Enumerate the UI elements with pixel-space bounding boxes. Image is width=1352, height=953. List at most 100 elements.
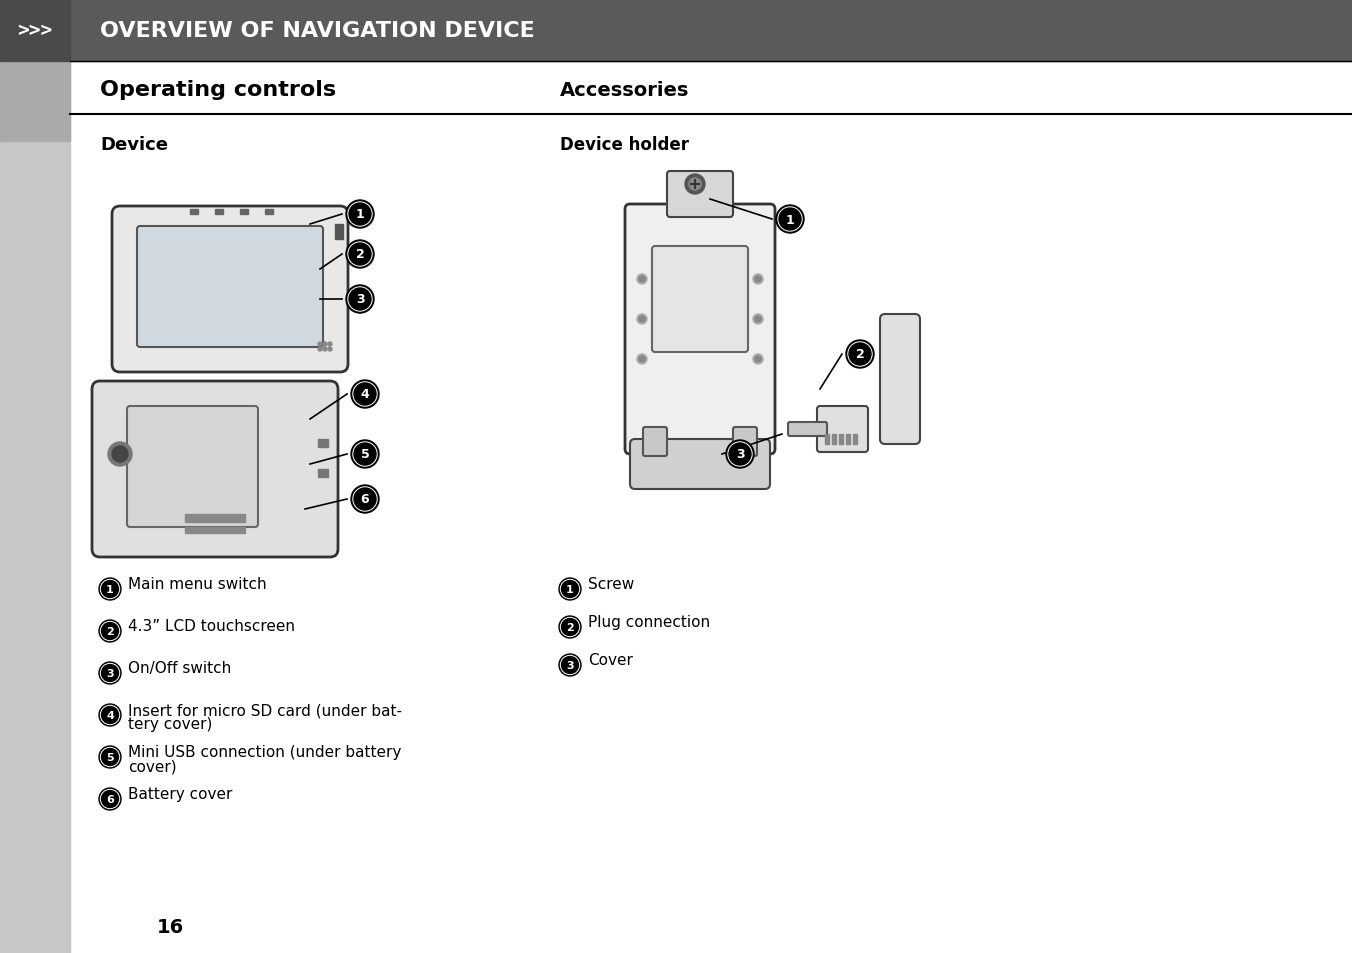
Bar <box>241 210 247 214</box>
Circle shape <box>101 707 119 723</box>
Circle shape <box>354 489 376 511</box>
FancyBboxPatch shape <box>817 407 868 453</box>
Text: 6: 6 <box>105 794 114 804</box>
Circle shape <box>639 316 645 323</box>
Text: cover): cover) <box>128 759 177 774</box>
Circle shape <box>108 442 132 467</box>
Bar <box>853 435 857 444</box>
Circle shape <box>753 355 763 365</box>
Bar <box>0 62 70 953</box>
Text: 3: 3 <box>566 660 573 670</box>
Text: 3: 3 <box>356 294 364 306</box>
Text: 1: 1 <box>566 584 573 595</box>
Circle shape <box>779 209 800 231</box>
Circle shape <box>637 274 648 285</box>
Bar <box>840 435 844 444</box>
FancyBboxPatch shape <box>127 407 258 527</box>
Circle shape <box>323 343 327 347</box>
Circle shape <box>329 343 333 347</box>
Circle shape <box>754 276 761 283</box>
FancyBboxPatch shape <box>652 247 748 353</box>
FancyBboxPatch shape <box>625 205 775 455</box>
Bar <box>191 210 197 214</box>
Circle shape <box>346 241 375 269</box>
FancyBboxPatch shape <box>92 381 338 558</box>
Circle shape <box>349 289 370 311</box>
Text: Accessories: Accessories <box>560 80 690 99</box>
Circle shape <box>349 204 370 226</box>
Text: 1: 1 <box>786 213 795 226</box>
Circle shape <box>349 244 370 266</box>
Circle shape <box>99 704 120 726</box>
Bar <box>265 210 273 214</box>
Text: Screw: Screw <box>588 577 634 592</box>
Circle shape <box>99 662 120 684</box>
Bar <box>335 225 343 240</box>
Circle shape <box>100 579 119 598</box>
Circle shape <box>101 623 119 639</box>
Text: tery cover): tery cover) <box>128 717 212 732</box>
Circle shape <box>347 203 372 227</box>
Circle shape <box>637 314 648 325</box>
Circle shape <box>558 617 581 639</box>
Bar <box>185 527 245 534</box>
FancyBboxPatch shape <box>880 314 919 444</box>
Circle shape <box>777 208 802 232</box>
Circle shape <box>354 443 376 465</box>
Circle shape <box>101 581 119 598</box>
Circle shape <box>329 348 333 352</box>
Circle shape <box>690 179 700 191</box>
Text: >>>: >>> <box>18 22 53 40</box>
Circle shape <box>347 243 372 267</box>
FancyBboxPatch shape <box>644 428 667 456</box>
Circle shape <box>561 581 579 598</box>
Circle shape <box>347 288 372 312</box>
Circle shape <box>112 447 128 462</box>
Text: Operating controls: Operating controls <box>100 80 337 100</box>
FancyBboxPatch shape <box>733 428 757 456</box>
Text: 2: 2 <box>856 348 864 361</box>
Text: 5: 5 <box>107 752 114 762</box>
Text: 1: 1 <box>356 209 365 221</box>
Bar <box>0 62 70 142</box>
Text: OVERVIEW OF NAVIGATION DEVICE: OVERVIEW OF NAVIGATION DEVICE <box>100 21 535 41</box>
FancyBboxPatch shape <box>112 207 347 373</box>
Circle shape <box>346 286 375 314</box>
Circle shape <box>753 314 763 325</box>
Text: Battery cover: Battery cover <box>128 786 233 801</box>
Circle shape <box>99 746 120 768</box>
Circle shape <box>561 657 579 674</box>
FancyBboxPatch shape <box>788 422 827 436</box>
Circle shape <box>318 343 322 347</box>
Circle shape <box>354 384 376 406</box>
Circle shape <box>101 791 119 807</box>
Circle shape <box>353 382 377 407</box>
Bar <box>846 435 850 444</box>
Circle shape <box>637 355 648 365</box>
Bar <box>318 470 329 477</box>
Circle shape <box>561 656 580 675</box>
Text: 16: 16 <box>157 918 184 937</box>
Text: Device holder: Device holder <box>560 136 690 153</box>
Circle shape <box>561 579 580 598</box>
Text: 1: 1 <box>105 584 114 595</box>
FancyBboxPatch shape <box>630 439 771 490</box>
Circle shape <box>99 788 120 810</box>
Bar <box>0 0 1352 62</box>
Text: 3: 3 <box>107 668 114 679</box>
Text: Plug connection: Plug connection <box>588 615 710 630</box>
Circle shape <box>639 276 645 283</box>
Circle shape <box>561 618 579 636</box>
Circle shape <box>99 620 120 642</box>
Circle shape <box>100 664 119 682</box>
Circle shape <box>352 440 379 469</box>
Text: Cover: Cover <box>588 653 633 668</box>
Text: On/Off switch: On/Off switch <box>128 660 231 676</box>
Circle shape <box>639 356 645 363</box>
Bar <box>185 515 245 522</box>
Bar <box>0 0 70 62</box>
Text: 3: 3 <box>735 448 745 461</box>
Text: 4: 4 <box>105 710 114 720</box>
Circle shape <box>754 356 761 363</box>
Text: Device: Device <box>100 136 168 153</box>
